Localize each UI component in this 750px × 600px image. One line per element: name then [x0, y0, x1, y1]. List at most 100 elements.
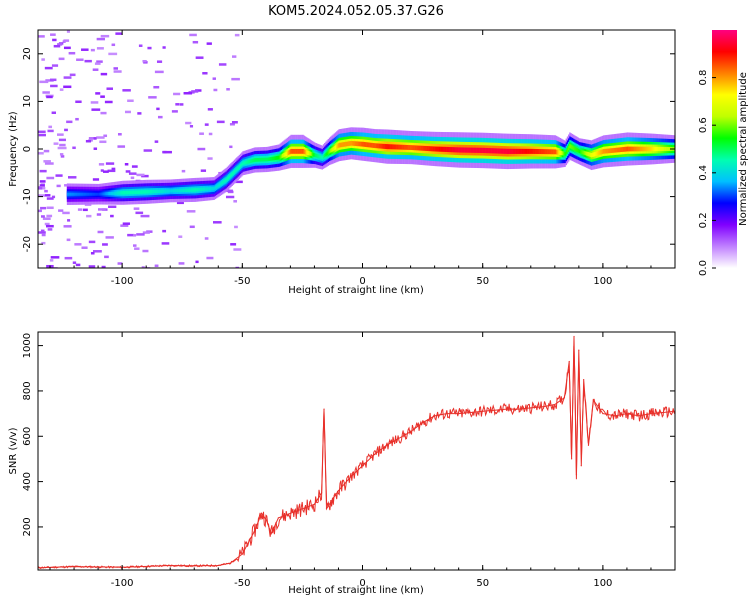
- spectrogram-noise-cell: [101, 265, 106, 268]
- spectrogram-ridge-cell: [583, 150, 586, 155]
- spectrogram-ridge-cell: [254, 158, 256, 162]
- spectrogram-ridge-cell: [87, 192, 89, 196]
- spectrogram-ridge-cell: [142, 190, 144, 194]
- spectrogram-ridge-cell: [143, 190, 146, 194]
- spectrogram-noise-cell: [67, 219, 71, 222]
- spectrogram-noise-cell: [47, 129, 54, 133]
- snr-point: [575, 474, 578, 476]
- spectrogram-ridge-cell: [574, 146, 576, 151]
- spectrogram-ridge-cell: [129, 190, 131, 195]
- spectrogram-ridge-cell: [275, 156, 278, 160]
- spectrogram-ridge-cell: [619, 147, 622, 153]
- spectrogram-ridge-cell: [156, 189, 159, 194]
- spectrogram-noise-cell: [153, 85, 160, 89]
- spectrogram-ridge-cell: [503, 148, 505, 154]
- spectrogram-noise-cell: [104, 255, 109, 259]
- spectrogram-noise-cell: [46, 176, 55, 180]
- spectrogram-ridge-cell: [557, 150, 559, 155]
- spectrogram-ridge-cell: [551, 149, 553, 155]
- spectrogram-ridge-cell: [507, 148, 510, 154]
- spectrogram-ridge-cell: [232, 171, 235, 175]
- spectrogram-ridge-cell: [372, 142, 374, 148]
- snr-point: [470, 411, 472, 414]
- spectrogram-ridge-cell: [653, 146, 655, 152]
- spectrogram-ridge-cell: [426, 146, 428, 151]
- snr-point: [265, 519, 267, 521]
- snr-point: [614, 415, 616, 417]
- spectrogram-noise-cell: [181, 169, 186, 173]
- snr-point: [409, 431, 412, 433]
- spectrogram-ridge-cell: [339, 142, 342, 148]
- spectrogram-ridge-cell: [397, 144, 399, 150]
- spectrogram-ridge-cell: [441, 146, 444, 152]
- spectrogram-noise-cell: [147, 46, 152, 50]
- spectrogram-ridge-cell: [332, 146, 334, 152]
- spectrogram-noise-cell: [92, 250, 102, 253]
- spectrogram-ridge-cell: [158, 189, 160, 194]
- spectrogram-ridge-cell: [107, 192, 110, 196]
- spectrogram-ridge-cell: [385, 144, 387, 150]
- spectrogram-ridge-cell: [409, 145, 411, 150]
- spectrogram-ridge-cell: [271, 156, 273, 161]
- spectrogram-ridge-cell: [263, 157, 266, 162]
- snr-point: [361, 465, 364, 467]
- spectrogram-ridge-cell: [512, 148, 515, 154]
- spectrogram-noise-cell: [63, 39, 70, 42]
- spectrogram-ridge-cell: [155, 189, 158, 194]
- spectrogram-ridge-cell: [78, 192, 81, 196]
- spectrogram-noise-cell: [141, 266, 145, 268]
- spectrogram-ridge-cell: [437, 146, 439, 152]
- spectrogram-ridge-cell: [256, 158, 259, 162]
- spectrogram-ridge-cell: [296, 148, 298, 154]
- spectrogram-ridge-cell: [124, 190, 126, 195]
- spectrogram-ridge-cell: [556, 149, 558, 155]
- spectrogram-ridge-cell: [70, 192, 72, 196]
- spectrogram-noise-cell: [41, 241, 46, 245]
- spectrogram-noise-cell: [171, 110, 178, 113]
- spectrogram-noise-cell: [154, 264, 159, 268]
- spectrogram-ridge-cell: [242, 161, 244, 166]
- spectrogram-ridge-cell: [459, 147, 462, 153]
- spectrogram-ridge-cell: [298, 148, 301, 154]
- spectrogram-ridge-cell: [167, 189, 170, 193]
- spectrogram-ridge-cell: [105, 192, 107, 196]
- colorbar-tick-label: 0.2: [698, 212, 709, 228]
- snr-point: [602, 413, 604, 415]
- snr-ytick-label: 200: [22, 517, 33, 536]
- spectrogram-xlabel: Height of straight line (km): [288, 285, 424, 296]
- spectrogram-noise-cell: [68, 176, 77, 179]
- spectrogram-ridge-cell: [378, 143, 380, 149]
- snr-point: [506, 408, 508, 410]
- spectrogram-ridge-cell: [547, 149, 549, 155]
- spectrogram-ridge-cell: [362, 141, 364, 147]
- spectrogram-noise-cell: [69, 73, 76, 77]
- spectrogram-noise-cell: [204, 123, 209, 126]
- spectrogram-ridge-cell: [433, 146, 435, 152]
- spectrogram-noise-cell: [110, 214, 114, 218]
- spectrogram-ridge-cell: [369, 142, 372, 148]
- spectrogram-ridge-cell: [221, 180, 224, 185]
- spectrogram-ridge-cell: [636, 146, 638, 152]
- spectrogram-noise-cell: [46, 197, 54, 200]
- spectrogram-ridge-cell: [635, 146, 637, 152]
- spectrogram-ridge-cell: [563, 151, 565, 156]
- spectrogram-ridge-cell: [160, 189, 162, 193]
- spectrogram-noise-cell: [75, 117, 79, 121]
- spectrogram-ridge-cell: [224, 179, 226, 183]
- spectrogram-noise-cell: [162, 229, 167, 233]
- colorbar-tick-label: 0.8: [698, 70, 709, 86]
- spectrogram-noise-cell: [72, 146, 76, 150]
- snr-point: [542, 406, 544, 408]
- spectrogram-noise-cell: [140, 214, 150, 218]
- spectrogram-ridge-cell: [658, 146, 660, 152]
- snr-ylabel: SNR (v/v): [8, 427, 19, 474]
- spectrogram-ridge-cell: [122, 191, 124, 195]
- spectrogram-noise-cell: [88, 265, 96, 268]
- spectrogram-ridge-cell: [462, 147, 464, 153]
- spectrogram-ridge-cell: [152, 189, 154, 194]
- spectrogram-ridge-cell: [659, 146, 661, 152]
- spectrogram-xtick-label: -50: [234, 276, 250, 287]
- spectrogram-ytick-label: 0: [22, 146, 33, 152]
- spectrogram-noise-cell: [100, 111, 107, 115]
- spectrogram-ridge-cell: [381, 143, 384, 149]
